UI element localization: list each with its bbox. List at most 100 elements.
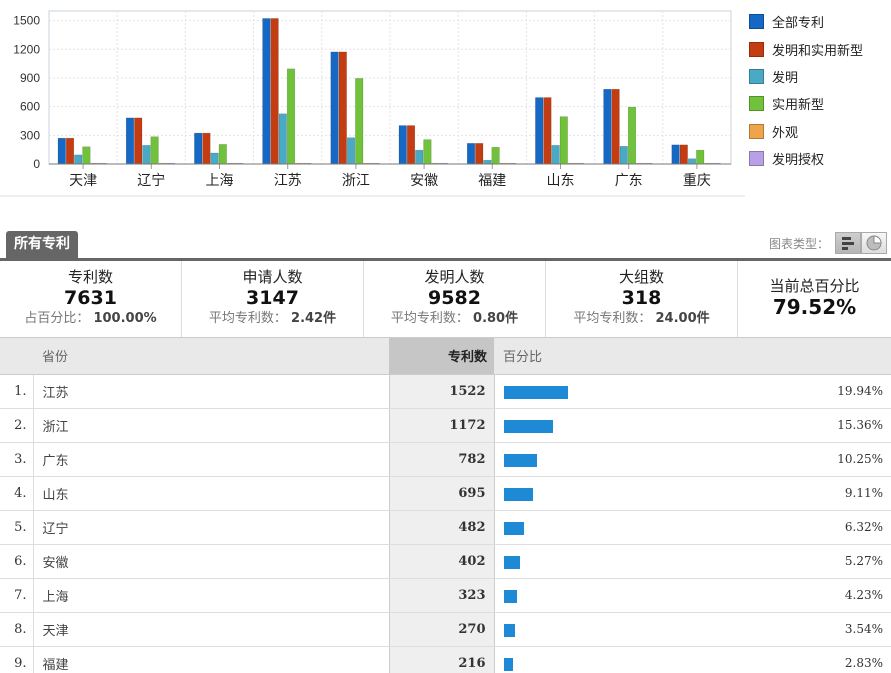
chart-legend: 全部专利发明和实用新型 发明实用新型 外观发明授权 (749, 8, 863, 172)
row-province[interactable]: 辽宁 (32, 510, 389, 545)
bar (125, 117, 135, 165)
legend-swatch (749, 41, 764, 57)
header-count[interactable]: 专利数 (389, 338, 494, 375)
chart-type-switcher: 图表类型： (769, 232, 887, 254)
row-percent-cell: 5.27% (494, 544, 891, 579)
row-count: 402 (388, 544, 495, 579)
table-row[interactable]: 3. 广东 782 10.25% (0, 442, 891, 477)
table-row[interactable]: 8. 天津 270 3.54% (0, 612, 891, 647)
table-row[interactable]: 9. 福建 216 2.83% (0, 646, 891, 673)
row-count: 270 (388, 612, 495, 647)
chart-type-label: 图表类型： (768, 236, 829, 251)
row-index: 7. (0, 578, 33, 613)
row-percent: 4.23% (844, 587, 883, 602)
bar (475, 143, 484, 165)
stat-value: 79.52% (772, 295, 857, 319)
row-percent: 2.83% (844, 655, 883, 670)
legend-item[interactable]: 发明 (749, 63, 863, 90)
percent-bar (503, 453, 537, 467)
table-row[interactable]: 1. 江苏 1522 19.94% (0, 374, 891, 409)
x-tick-label: 江苏 (274, 173, 302, 189)
stat-patent-count: 专利数 7631 占百分比： 100.00% (0, 261, 182, 337)
bar (603, 88, 612, 165)
row-province[interactable]: 浙江 (32, 408, 389, 443)
percent-bar (503, 419, 553, 433)
row-province[interactable]: 福建 (32, 646, 389, 673)
table-row[interactable]: 4. 山东 695 9.11% (0, 476, 891, 511)
row-province[interactable]: 上海 (32, 578, 389, 613)
header-index (0, 338, 33, 375)
bar (338, 51, 347, 165)
legend-item[interactable]: 外观 (749, 118, 863, 145)
summary-stats: 专利数 7631 占百分比： 100.00% 申请人数 3147 平均专利数： … (0, 261, 891, 338)
row-province[interactable]: 广东 (32, 442, 389, 477)
legend-label: 发明和实用新型 (772, 43, 864, 59)
header-percent[interactable]: 百分比 (494, 338, 891, 375)
header-province[interactable]: 省份 (33, 338, 389, 375)
table-body: 1. 江苏 1522 19.94% 2. 浙江 1172 15.36% 3. 广东 782 10.25… (0, 374, 891, 673)
row-province[interactable]: 江苏 (32, 374, 389, 409)
tab-all-patents[interactable]: 所有专利 (6, 231, 78, 258)
table-row[interactable]: 2. 浙江 1172 15.36% (0, 408, 891, 443)
pie-chart-icon (866, 235, 882, 251)
bar (330, 51, 339, 165)
row-percent: 15.36% (837, 417, 883, 432)
bar (551, 145, 560, 165)
row-percent: 10.25% (837, 451, 883, 466)
bar (466, 143, 476, 165)
x-tick-label: 天津 (69, 173, 97, 189)
row-percent-cell: 9.11% (494, 476, 891, 511)
percent-bar (503, 385, 568, 399)
bar (627, 106, 637, 165)
bar (415, 149, 424, 165)
stat-label: 专利数 (67, 268, 113, 286)
bar (687, 158, 697, 165)
row-count: 482 (388, 510, 495, 545)
legend-swatch (749, 123, 764, 139)
row-count: 782 (388, 442, 495, 477)
row-count: 216 (388, 646, 495, 673)
province-table: 省份 专利数 百分比 1. 江苏 1522 19.94% 2. 浙江 1172 15.36% 3… (0, 338, 891, 673)
row-percent: 3.54% (844, 621, 883, 636)
table-row[interactable]: 5. 辽宁 482 6.32% (0, 510, 891, 545)
bar (210, 152, 219, 165)
percent-bar (503, 521, 524, 535)
bar (150, 136, 159, 165)
row-index: 8. (0, 612, 33, 647)
row-index: 4. (0, 476, 33, 511)
row-province[interactable]: 山东 (32, 476, 389, 511)
legend-item[interactable]: 发明和实用新型 (749, 35, 863, 62)
bar (270, 18, 279, 165)
stat-sub: 平均专利数： 24.00件 (573, 311, 710, 326)
row-percent: 19.94% (837, 383, 883, 398)
x-tick-label: 上海 (206, 173, 234, 189)
y-tick-label: 1200 (13, 42, 40, 56)
percent-bar (503, 487, 533, 501)
bar (134, 117, 143, 165)
bar (346, 137, 356, 165)
bar (671, 144, 680, 165)
stat-group-count: 大组数 318 平均专利数： 24.00件 (546, 261, 738, 337)
bar-chart-toggle[interactable] (835, 232, 861, 254)
stat-label: 申请人数 (242, 268, 303, 286)
x-tick-label: 福建 (478, 173, 506, 189)
table-row[interactable]: 6. 安徽 402 5.27% (0, 544, 891, 579)
row-index: 6. (0, 544, 33, 579)
bar (202, 132, 211, 165)
table-row[interactable]: 7. 上海 323 4.23% (0, 578, 891, 613)
legend-swatch (749, 14, 764, 30)
legend-label: 发明授权 (772, 153, 825, 169)
legend-item[interactable]: 实用新型 (749, 90, 863, 117)
row-province[interactable]: 安徽 (32, 544, 389, 579)
row-province[interactable]: 天津 (32, 612, 389, 647)
y-tick-label: 600 (20, 100, 40, 114)
legend-label: 发明 (772, 70, 799, 86)
legend-item[interactable]: 全部专利 (749, 8, 863, 35)
legend-item[interactable]: 发明授权 (749, 145, 863, 172)
bar (611, 88, 620, 165)
y-tick-label: 900 (20, 71, 40, 85)
stat-label: 当前总百分比 (769, 277, 860, 295)
bar (423, 139, 432, 165)
bar (262, 18, 271, 165)
pie-chart-toggle[interactable] (861, 232, 887, 254)
